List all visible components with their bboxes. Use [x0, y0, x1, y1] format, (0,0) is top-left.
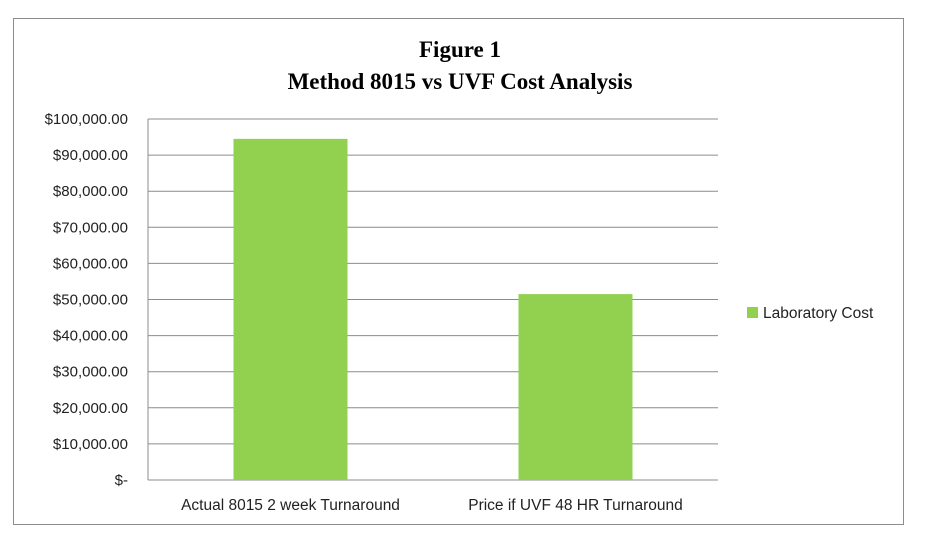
bar [233, 138, 348, 481]
y-tick-label: $- [115, 472, 128, 489]
y-tick-label: $90,000.00 [53, 147, 128, 164]
chart-frame [13, 18, 904, 525]
y-axis-ticks: $- $10,000.00 $20,000.00 $30,000.00 $40,000.… [45, 111, 128, 489]
chart-subtitle: Method 8015 vs UVF Cost Analysis [288, 69, 633, 94]
y-tick-label: $20,000.00 [53, 400, 128, 417]
legend-swatch [747, 307, 758, 318]
x-category-label: Actual 8015 2 week Turnaround [181, 497, 400, 514]
y-tick-label: $10,000.00 [53, 436, 128, 453]
y-tick-label: $80,000.00 [53, 183, 128, 200]
bar [518, 294, 633, 480]
y-tick-label: $100,000.00 [45, 111, 128, 128]
bars [233, 138, 633, 481]
y-tick-label: $60,000.00 [53, 255, 128, 272]
y-tick-label: $40,000.00 [53, 328, 128, 345]
legend: Laboratory Cost [747, 305, 874, 322]
x-category-label: Price if UVF 48 HR Turnaround [468, 497, 683, 514]
chart-title: Figure 1 [419, 37, 501, 62]
x-axis-categories: Actual 8015 2 week Turnaround Price if UV… [181, 497, 683, 514]
y-tick-label: $70,000.00 [53, 219, 128, 236]
y-tick-label: $50,000.00 [53, 292, 128, 309]
y-tick-label: $30,000.00 [53, 364, 128, 381]
legend-label: Laboratory Cost [763, 305, 874, 322]
